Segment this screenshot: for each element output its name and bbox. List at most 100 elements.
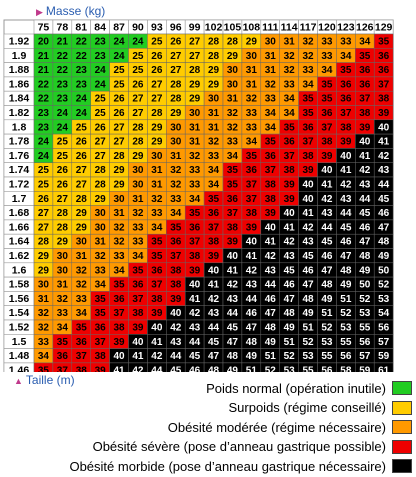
cell-value-label: 32	[227, 108, 239, 119]
cell-value-label: 48	[227, 351, 239, 362]
x-tick-label: 96	[170, 22, 182, 34]
y-tick-label: 1.72	[9, 179, 30, 191]
legend: Poids normal (opération inutile) Surpoids…	[0, 374, 416, 477]
heatmap-cell	[373, 362, 394, 372]
cell-value-label: 53	[302, 351, 314, 362]
cell-value-label: 37	[227, 208, 239, 219]
cell-value-label: 27	[189, 51, 201, 62]
cell-value-label: 51	[246, 365, 258, 372]
cell-value-label: 31	[246, 79, 258, 90]
cell-value-label: 29	[227, 51, 239, 62]
cell-value-label: 31	[246, 65, 258, 76]
cell-value-label: 40	[302, 180, 314, 191]
cell-value-label: 28	[95, 180, 107, 191]
cell-value-label: 28	[189, 65, 201, 76]
cell-value-label: 24	[95, 79, 107, 90]
cell-value-label: 46	[321, 251, 333, 262]
x-axis-title: ▶ Masse (kg)	[36, 4, 105, 18]
y-tick-label: 1.66	[9, 221, 30, 233]
cell-value-label: 22	[57, 51, 69, 62]
cell-value-label: 30	[246, 51, 258, 62]
cell-value-label: 39	[113, 337, 125, 348]
cell-value-label: 46	[340, 237, 352, 248]
cell-value-label: 38	[227, 222, 239, 233]
cell-value-label: 34	[132, 251, 144, 262]
cell-value-label: 52	[359, 294, 371, 305]
legend-item: Poids normal (opération inutile)	[206, 378, 412, 398]
cell-value-label: 22	[57, 65, 69, 76]
cell-value-label: 51	[302, 323, 314, 334]
cell-value-label: 24	[76, 94, 88, 105]
y-tick-label: 1.46	[9, 364, 30, 372]
cell-value-label: 34	[113, 265, 125, 276]
cell-value-label: 29	[170, 108, 182, 119]
cell-value-label: 38	[170, 280, 182, 291]
cell-value-label: 29	[151, 122, 163, 133]
cell-value-label: 43	[227, 294, 239, 305]
cell-value-label: 41	[189, 294, 201, 305]
cell-value-label: 36	[340, 79, 352, 90]
cell-value-label: 36	[208, 208, 220, 219]
legend-item: Obésité sévère (pose d’anneau gastrique …	[93, 437, 412, 457]
cell-value-label: 31	[151, 165, 163, 176]
cell-value-label: 25	[132, 51, 144, 62]
cell-value-label: 37	[95, 337, 107, 348]
cell-value-label: 36	[151, 265, 163, 276]
cell-value-label: 35	[113, 280, 125, 291]
cell-value-label: 25	[76, 122, 88, 133]
cell-value-label: 33	[302, 65, 314, 76]
cell-value-label: 32	[227, 122, 239, 133]
legend-label: Obésité sévère (pose d’anneau gastrique …	[92, 439, 386, 454]
cell-value-label: 48	[246, 337, 258, 348]
cell-value-label: 43	[340, 194, 352, 205]
cell-value-label: 33	[340, 37, 352, 48]
cell-value-label: 30	[265, 37, 277, 48]
cell-value-label: 35	[284, 122, 296, 133]
cell-value-label: 30	[227, 65, 239, 76]
cell-value-label: 36	[284, 137, 296, 148]
y-tick-label: 1.78	[9, 136, 30, 148]
cell-value-label: 29	[208, 79, 220, 90]
cell-value-label: 30	[38, 280, 50, 291]
cell-value-label: 22	[76, 51, 88, 62]
cell-value-label: 35	[359, 51, 371, 62]
cell-value-label: 38	[189, 251, 201, 262]
cell-value-label: 43	[246, 280, 258, 291]
cell-value-label: 33	[284, 79, 296, 90]
cell-value-label: 41	[321, 180, 333, 191]
cell-value-label: 32	[76, 280, 88, 291]
cell-value-label: 27	[151, 79, 163, 90]
cell-value-label: 52	[302, 337, 314, 348]
cell-value-label: 39	[302, 165, 314, 176]
cell-value-label: 31	[170, 151, 182, 162]
cell-value-label: 34	[57, 323, 69, 334]
cell-value-label: 34	[227, 151, 239, 162]
cell-value-label: 25	[38, 165, 50, 176]
cell-value-label: 40	[265, 222, 277, 233]
cell-value-label: 35	[208, 194, 220, 205]
cell-value-label: 36	[378, 65, 390, 76]
y-tick-label: 1.64	[9, 236, 30, 248]
cell-value-label: 23	[38, 122, 50, 133]
cell-value-label: 36	[246, 165, 258, 176]
cell-value-label: 40	[132, 337, 144, 348]
cell-value-label: 41	[340, 165, 352, 176]
x-tick-label: 102	[205, 22, 223, 34]
cell-value-label: 37	[378, 79, 390, 90]
cell-value-label: 23	[95, 51, 107, 62]
cell-value-label: 29	[57, 237, 69, 248]
cell-value-label: 39	[151, 308, 163, 319]
x-tick-label: 111	[262, 22, 279, 34]
cell-value-label: 26	[151, 51, 163, 62]
cell-value-label: 32	[189, 151, 201, 162]
cell-value-label: 46	[378, 208, 390, 219]
cell-value-label: 26	[113, 108, 125, 119]
cell-value-label: 22	[38, 79, 50, 90]
cell-value-label: 37	[340, 108, 352, 119]
cell-value-label: 36	[340, 94, 352, 105]
cell-value-label: 23	[57, 79, 69, 90]
cell-value-label: 31	[227, 94, 239, 105]
cell-value-label: 34	[340, 51, 352, 62]
cell-value-label: 37	[76, 351, 88, 362]
